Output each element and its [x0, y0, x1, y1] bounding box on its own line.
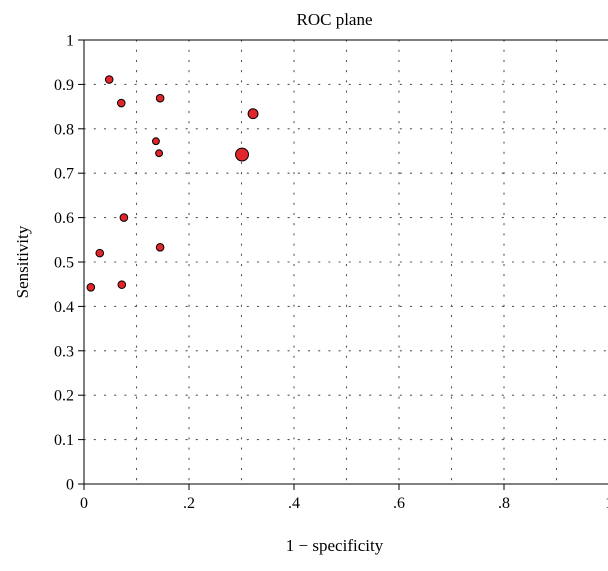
data-point [155, 243, 165, 252]
y-tick-label: 0.6 [54, 210, 74, 227]
y-tick-label: 0.8 [54, 121, 74, 138]
x-tick-label: .6 [393, 495, 405, 512]
data-points [86, 75, 259, 292]
chart-title: ROC plane [296, 10, 372, 29]
data-point [247, 108, 259, 120]
y-tick-label: 0.4 [54, 299, 74, 316]
y-tick-label: 0.5 [54, 255, 74, 272]
data-point [117, 280, 127, 289]
y-tick-label: 0.3 [54, 343, 74, 360]
x-axis-label: 1 − specificity [286, 536, 384, 555]
y-tick-label: 0 [66, 477, 74, 494]
grid-lines [83, 39, 608, 485]
x-tick-label: .8 [498, 495, 510, 512]
data-point [235, 147, 249, 162]
x-tick-label: .4 [288, 495, 300, 512]
data-point [152, 137, 160, 146]
data-point [155, 93, 165, 103]
y-tick-label: 0.1 [54, 432, 74, 449]
y-axis-label: Sensitivity [13, 225, 32, 298]
data-point [86, 283, 96, 292]
x-tick-label: 0 [80, 495, 88, 512]
y-tick-label: 0.7 [54, 166, 74, 183]
axis-ticks: 00.10.20.30.40.50.60.70.80.910.2.4.6.81 [54, 33, 608, 513]
data-point [119, 213, 129, 222]
y-tick-label: 1 [66, 33, 74, 50]
y-tick-label: 0.2 [54, 388, 74, 405]
x-tick-label: .2 [183, 495, 195, 512]
x-tick-label: 1 [605, 495, 608, 512]
data-point [116, 98, 126, 108]
data-point [155, 149, 163, 158]
data-point [95, 248, 105, 258]
y-tick-label: 0.9 [54, 77, 74, 94]
data-point [104, 75, 114, 84]
